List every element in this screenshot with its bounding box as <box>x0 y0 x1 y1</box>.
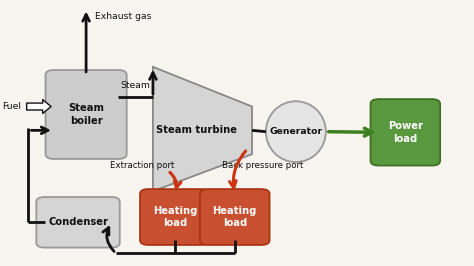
Text: Extraction port: Extraction port <box>110 161 175 170</box>
FancyArrowPatch shape <box>229 151 246 188</box>
Ellipse shape <box>266 101 326 162</box>
Text: Steam
boiler: Steam boiler <box>68 103 104 126</box>
FancyArrowPatch shape <box>31 127 48 134</box>
Text: Back pressure port: Back pressure port <box>222 161 303 170</box>
FancyArrowPatch shape <box>27 99 51 114</box>
FancyBboxPatch shape <box>46 70 127 159</box>
FancyArrowPatch shape <box>328 128 372 136</box>
Text: Heating
load: Heating load <box>153 206 197 228</box>
Text: Generator: Generator <box>269 127 322 136</box>
Text: Exhaust gas: Exhaust gas <box>95 12 152 21</box>
Text: Condenser: Condenser <box>48 217 108 227</box>
Text: Power
load: Power load <box>388 121 423 144</box>
Polygon shape <box>153 67 252 191</box>
Text: Fuel: Fuel <box>2 102 21 111</box>
Text: Heating
load: Heating load <box>212 206 257 228</box>
FancyBboxPatch shape <box>200 189 270 245</box>
FancyBboxPatch shape <box>36 197 120 248</box>
FancyArrowPatch shape <box>103 227 114 251</box>
FancyArrowPatch shape <box>170 172 181 188</box>
Text: Steam turbine: Steam turbine <box>156 125 237 135</box>
Text: Steam: Steam <box>121 81 151 90</box>
FancyArrowPatch shape <box>150 73 156 94</box>
FancyBboxPatch shape <box>371 99 440 165</box>
FancyBboxPatch shape <box>140 189 210 245</box>
FancyBboxPatch shape <box>46 70 127 127</box>
FancyArrowPatch shape <box>83 15 90 72</box>
